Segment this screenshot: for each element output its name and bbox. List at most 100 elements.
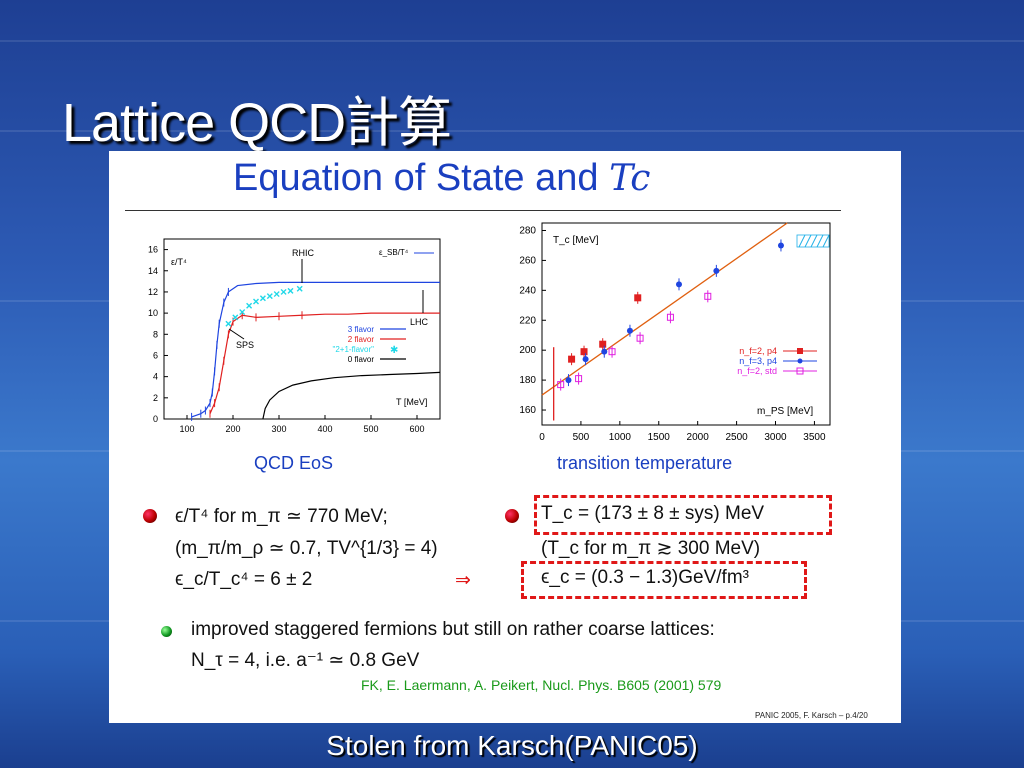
tc-point [557,381,565,389]
tc-xlabel: m_PS [MeV] [757,406,813,417]
tc-chart: 0 500 1000 1500 2000 2500 3000 3500 160 180 200 220… [519,222,831,443]
reference-citation: FK, E. Laermann, A. Peikert, Nucl. Phys.… [361,677,722,693]
eos-series-line [262,371,441,420]
eos-point-2plus1 [225,320,232,327]
eos-xtick-label: 400 [317,424,332,434]
eos-point-2plus1 [296,285,303,292]
eos-chart: 100 200 300 400 500 600 0 2 4 6 8 10 12 14 16 ε/T⁴ T [… [148,238,441,434]
eos-legend-label: 2 flavor [348,335,375,344]
tc-point [634,294,642,302]
tc-xtick-label: 1500 [648,432,671,443]
eos-legend-label: 3 flavor [348,325,375,334]
slide-title: Lattice QCD計算 [62,93,452,153]
tc-xtick-label: 2500 [725,432,748,443]
eos-point-2plus1 [287,287,294,294]
tc-ylabel: T_c [MeV] [553,235,599,246]
eos-ytick-label: 14 [148,266,158,276]
eos-ytick-label: 8 [153,329,158,339]
eos-ytick-label: 2 [153,393,158,403]
eos-annotation-lhc: LHC [410,317,429,327]
eos-xtick-label: 500 [363,424,378,434]
eos-ytick-label: 4 [153,372,158,382]
eos-point-2plus1 [266,293,273,300]
eos-ytick-label: 10 [148,308,158,318]
tc-ytick-label: 180 [519,375,536,386]
bullet1-line2: (m_π/m_ρ ≃ 0.7, TV^{1/3} = 4) [175,538,438,559]
tc-point [777,242,784,249]
eos-xtick-label: 600 [409,424,424,434]
tc-legend-marker [796,367,804,375]
eos-point-2plus1 [253,298,259,305]
tc-ytick-label: 240 [519,285,536,296]
tc-point [675,281,682,288]
slide-panel: Equation of State and Tc 100 200 300 400 500… [109,151,901,723]
eos-annotation-sps: SPS [236,340,254,350]
tc-point [580,348,588,356]
tc-point [575,375,583,383]
tc-xtick-label: 500 [573,432,590,443]
bullet3-line1: improved staggered fermions but still on… [191,619,715,640]
eos-point-2plus1 [232,314,239,321]
tc-value-box [534,495,832,535]
hatched-band [796,234,830,248]
tc-point [565,377,572,384]
tc-point [666,313,674,321]
tc-ytick-label: 280 [519,225,536,236]
tc-xtick-label: 3500 [803,432,826,443]
tc-point [599,340,607,348]
eos-point-2plus1 [280,288,287,295]
tc-point [713,267,720,274]
epsilon-value-box [521,561,807,599]
eos-legend-marker: ✱ [390,345,398,356]
tc-xtick-label: 3000 [764,432,787,443]
eos-ylabel: ε/T⁴ [171,257,187,267]
tc-point [601,348,608,355]
tc-legend-label: n_f=3, p4 [739,356,777,366]
tc-point [704,292,712,300]
panel-title-symbol: Tc [609,158,651,199]
eos-point-2plus1 [259,295,266,302]
tc-point [626,327,633,334]
tc-legend-marker [797,358,803,364]
bullet2-line1: T_c = (173 ± 8 ± sys) MeV [541,503,765,524]
tc-point [608,348,616,356]
tc-point [568,355,576,363]
eos-ytick-label: 0 [153,414,158,424]
tc-ytick-label: 160 [519,405,536,416]
tc-ytick-label: 200 [519,345,536,356]
tc-legend-marker [797,348,803,354]
eos-plot-frame [163,238,441,420]
eos-xtick-label: 200 [225,424,240,434]
eos-point-2plus1 [273,291,280,298]
tc-point [636,334,644,342]
tc-ytick-label: 260 [519,255,536,266]
tc-point [582,356,589,363]
tc-caption: transition temperature [557,453,733,473]
eos-legend-label: "2+1-flavor" [333,345,375,354]
sps-arrow [228,328,245,340]
tc-plot-frame [541,222,831,426]
eos-xtick-label: 100 [179,424,194,434]
eos-xlabel: T [MeV] [396,397,427,407]
eos-annotation-sb: ε_SB/T⁴ [379,248,409,257]
tc-legend-label: n_f=2, p4 [739,346,777,356]
tc-legend-label: n_f=2, std [737,366,777,376]
eos-series-line [209,312,440,414]
panel-title: Equation of State and Tc [233,157,650,200]
slide-footer: Stolen from Karsch(PANIC05) [326,730,698,761]
page-tag: PANIC 2005, F. Karsch – p.4/20 [755,711,868,720]
bullet3-line2: N_τ = 4, i.e. a⁻¹ ≃ 0.8 GeV [191,650,420,671]
bullet1-line3: ϵ_c/T_c⁴ = 6 ± 2 [175,569,313,590]
eos-annotation-rhic: RHIC [292,248,314,258]
tc-xtick-label: 1000 [609,432,632,443]
eos-caption: QCD EoS [254,453,334,473]
bullet1-line1: ϵ/T⁴ for m_π ≃ 770 MeV; [175,506,388,527]
eos-xtick-label: 300 [271,424,286,434]
implies-arrow: ⇒ [455,570,471,591]
eos-ytick-label: 12 [148,287,158,297]
title-divider [125,210,841,211]
eos-ytick-label: 6 [153,350,158,360]
bullet-red-1 [143,509,157,523]
bullet2-line3: ϵ_c = (0.3 − 1.3)GeV/fm³ [541,567,749,588]
tc-ytick-label: 220 [519,315,536,326]
